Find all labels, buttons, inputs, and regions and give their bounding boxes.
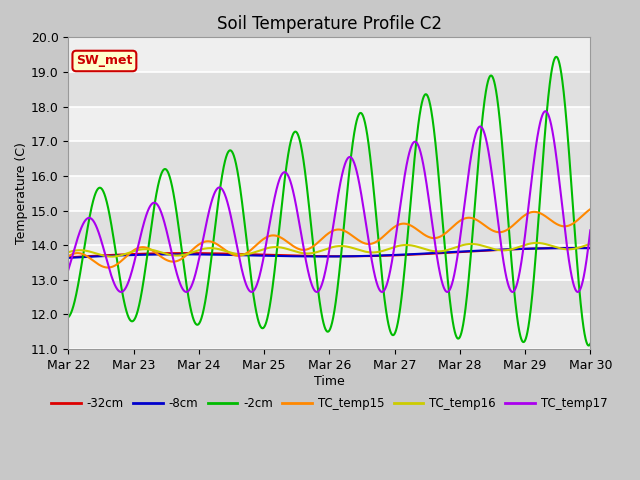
-32cm <box>91 253 99 259</box>
-8cm <box>318 253 326 259</box>
TC_temp15 <box>586 206 594 212</box>
-8cm <box>572 245 579 251</box>
-32cm <box>571 245 579 251</box>
Line: TC_temp16: TC_temp16 <box>68 243 590 257</box>
-2cm <box>586 341 594 347</box>
TC_temp17 <box>572 286 579 292</box>
TC_temp16 <box>65 249 72 255</box>
TC_temp17 <box>586 228 594 233</box>
TC_temp17 <box>65 267 72 273</box>
-32cm <box>318 253 326 259</box>
Bar <box>68 107 590 141</box>
-8cm <box>476 248 483 253</box>
TC_temp17 <box>305 269 312 275</box>
TC_temp15 <box>476 219 483 225</box>
TC_temp15 <box>572 219 579 225</box>
TC_temp15 <box>104 264 111 270</box>
-32cm <box>586 245 594 251</box>
-2cm <box>552 54 560 60</box>
TC_temp16 <box>586 241 594 247</box>
Line: -2cm: -2cm <box>68 57 590 346</box>
-32cm <box>65 254 72 260</box>
-2cm <box>572 234 579 240</box>
TC_temp15 <box>319 236 326 241</box>
TC_temp15 <box>305 246 312 252</box>
-32cm <box>572 245 579 251</box>
-32cm <box>573 245 580 251</box>
-8cm <box>572 245 579 251</box>
TC_temp15 <box>572 219 579 225</box>
TC_temp15 <box>65 253 72 259</box>
TC_temp15 <box>91 259 99 265</box>
Bar <box>68 245 590 280</box>
TC_temp16 <box>476 242 483 248</box>
-8cm <box>65 255 72 261</box>
Y-axis label: Temperature (C): Temperature (C) <box>15 142 28 244</box>
-2cm <box>305 197 312 203</box>
Title: Soil Temperature Profile C2: Soil Temperature Profile C2 <box>217 15 442 33</box>
-8cm <box>568 245 575 251</box>
-2cm <box>65 314 72 320</box>
-2cm <box>572 238 579 243</box>
TC_temp17 <box>572 287 579 292</box>
Bar <box>68 37 590 72</box>
TC_temp16 <box>572 246 579 252</box>
TC_temp17 <box>574 289 582 295</box>
-32cm <box>305 253 312 259</box>
Legend: -32cm, -8cm, -2cm, TC_temp15, TC_temp16, TC_temp17: -32cm, -8cm, -2cm, TC_temp15, TC_temp16,… <box>47 393 612 415</box>
TC_temp16 <box>91 250 99 256</box>
-2cm <box>585 343 593 348</box>
TC_temp17 <box>91 221 99 227</box>
Line: TC_temp17: TC_temp17 <box>68 111 590 292</box>
TC_temp16 <box>108 254 116 260</box>
TC_temp17 <box>541 108 549 114</box>
Text: SW_met: SW_met <box>76 55 132 68</box>
-2cm <box>91 192 99 198</box>
TC_temp16 <box>305 251 312 256</box>
Bar <box>68 176 590 211</box>
Line: -32cm: -32cm <box>68 248 590 257</box>
-8cm <box>305 253 312 259</box>
-8cm <box>586 245 594 251</box>
TC_temp17 <box>476 124 483 130</box>
-2cm <box>318 314 326 320</box>
-32cm <box>476 248 483 254</box>
Line: TC_temp15: TC_temp15 <box>68 209 590 267</box>
X-axis label: Time: Time <box>314 374 345 388</box>
TC_temp16 <box>533 240 541 246</box>
Line: -8cm: -8cm <box>68 248 590 258</box>
-2cm <box>476 148 483 154</box>
Bar <box>68 314 590 349</box>
TC_temp16 <box>572 246 579 252</box>
TC_temp17 <box>318 281 326 287</box>
-8cm <box>91 253 99 259</box>
TC_temp16 <box>319 248 326 253</box>
